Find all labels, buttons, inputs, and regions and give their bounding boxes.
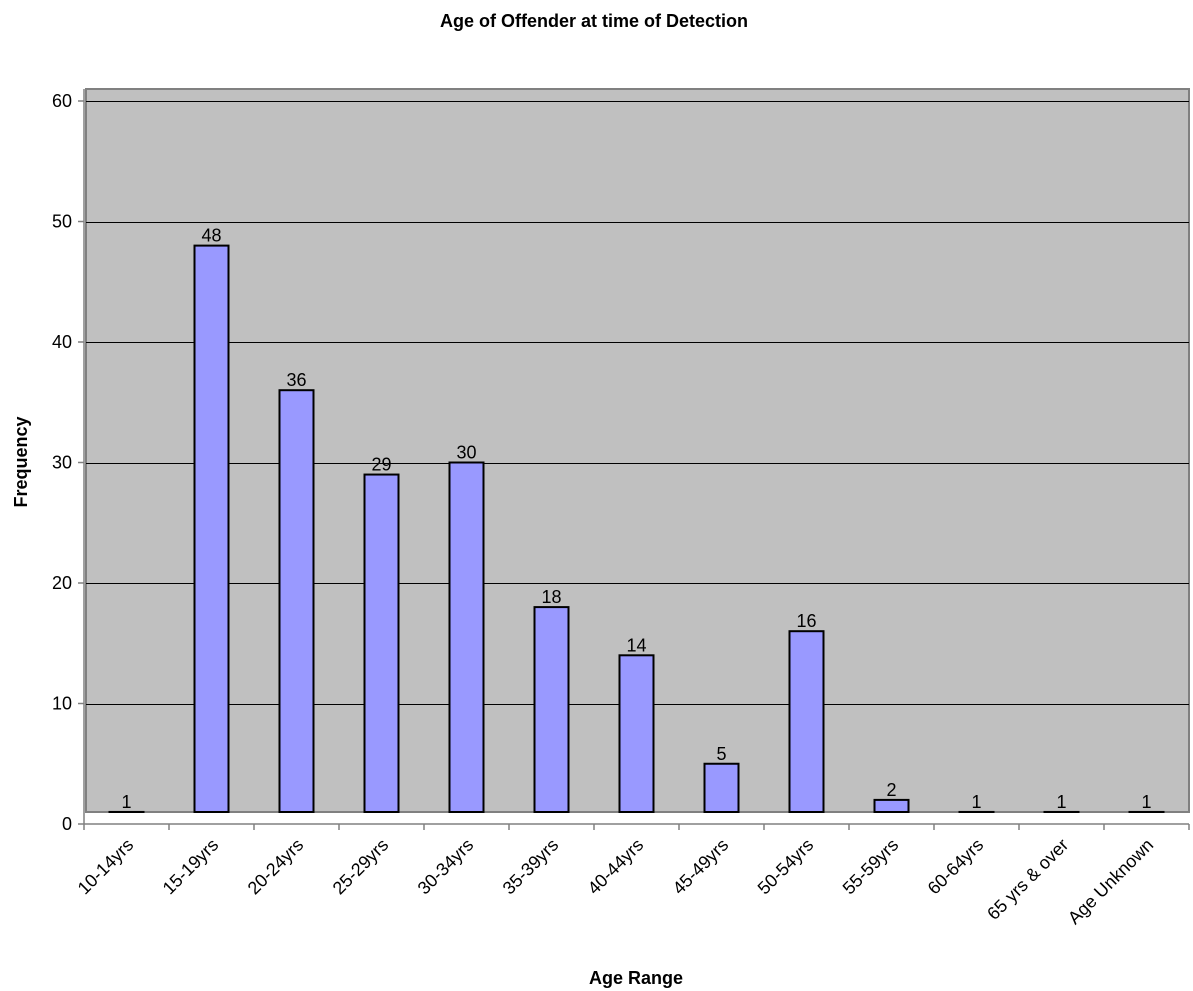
x-axis-title: Age Range	[589, 968, 683, 988]
y-tick-label: 50	[52, 212, 72, 232]
data-label: 5	[716, 744, 726, 764]
data-label: 48	[201, 226, 221, 246]
x-tick-label: 20-24yrs	[244, 835, 308, 899]
data-label: 1	[971, 792, 981, 812]
data-label: 2	[886, 780, 896, 800]
x-tick-label: 30-34yrs	[414, 835, 478, 899]
data-label: 1	[1056, 792, 1066, 812]
data-label: 29	[371, 455, 391, 475]
data-label: 16	[796, 611, 816, 631]
bar-15-19yrs	[193, 244, 230, 814]
data-labels: 1 48 36 29 30 18 14 5 16 2 1 1 1	[121, 226, 1151, 812]
data-label: 30	[456, 443, 476, 463]
y-tick-label: 30	[52, 453, 72, 473]
data-label: 1	[1141, 792, 1151, 812]
gridlines	[86, 101, 1189, 705]
x-tick-label: 45-49yrs	[669, 835, 733, 899]
x-tick-label: 55-59yrs	[839, 835, 903, 899]
bar-45-49yrs	[703, 762, 740, 813]
y-axis-ticks: 0 10 20 30 40 50 60	[52, 91, 84, 834]
bar-25-29yrs	[363, 473, 400, 813]
bar-20-24yrs	[278, 389, 315, 813]
y-tick-label: 20	[52, 573, 72, 593]
x-tick-label: Age Unknown	[1064, 835, 1157, 928]
y-tick-label: 0	[62, 814, 72, 834]
y-tick-label: 60	[52, 91, 72, 111]
chart-title: Age of Offender at time of Detection	[440, 11, 748, 31]
x-tick-label: 10-14yrs	[74, 835, 138, 899]
x-tick-label: 25-29yrs	[329, 835, 393, 899]
y-tick-label: 40	[52, 332, 72, 352]
x-tick-label: 40-44yrs	[584, 835, 648, 899]
bar-35-39yrs	[533, 606, 570, 813]
x-tick-label: 50-54yrs	[754, 835, 818, 899]
bars	[108, 244, 1165, 814]
bar-55-59yrs	[873, 798, 910, 814]
data-label: 1	[121, 792, 131, 812]
x-tick-label: 60-64yrs	[924, 835, 988, 899]
y-tick-label: 10	[52, 694, 72, 714]
data-label: 14	[626, 635, 646, 655]
y-axis-title: Frequency	[11, 416, 31, 507]
x-axis-ticks: 10-14yrs 15-19yrs 20-24yrs 25-29yrs 30-34yrs…	[74, 824, 1190, 928]
data-label: 36	[286, 370, 306, 390]
bar-40-44yrs	[618, 654, 655, 813]
data-label: 18	[541, 587, 561, 607]
bar-50-54yrs	[788, 630, 825, 814]
x-tick-label: 15-19yrs	[159, 835, 223, 899]
bar-30-34yrs	[448, 461, 485, 813]
x-tick-label: 65 yrs & over	[983, 835, 1072, 924]
x-tick-label: 35-39yrs	[499, 835, 563, 899]
